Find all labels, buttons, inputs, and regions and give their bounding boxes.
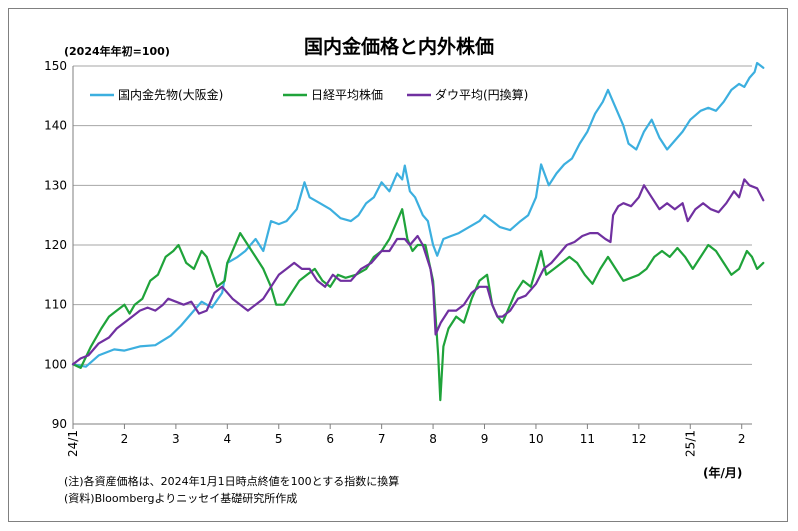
legend-label-3: ダウ平均(円換算)	[435, 87, 528, 102]
x-tick-label: 11	[580, 432, 595, 446]
footnote-method: (注)各資産価格は、2024年1月1日時点終値を100とする指数に換算	[64, 475, 400, 488]
series-line-1	[71, 61, 765, 368]
y-tick-label: 120	[44, 238, 67, 252]
legend-label-1: 国内金先物(大阪金)	[118, 87, 223, 102]
x-tick-label: 25/1	[683, 430, 697, 457]
x-axis-unit-label: (年/月)	[703, 466, 743, 480]
footnote-source: (資料)Bloombergよりニッセイ基礎研究所作成	[64, 492, 298, 505]
x-tick-label: 12	[631, 432, 646, 446]
index-base-note: (2024年年初=100)	[64, 45, 170, 58]
x-tick-label: 2	[738, 432, 746, 446]
y-tick-label: 90	[52, 417, 67, 431]
y-tick-label: 130	[44, 178, 67, 192]
y-tick-label: 110	[44, 298, 67, 312]
x-tick-label: 3	[172, 432, 180, 446]
x-tick-label: 9	[481, 432, 489, 446]
series-line-3	[71, 178, 765, 366]
chart-title: 国内金価格と内外株価	[303, 36, 494, 58]
y-tick-label: 100	[44, 357, 67, 371]
x-tick-label: 8	[429, 432, 437, 446]
x-tick-label: 4	[223, 432, 231, 446]
x-tick-label: 24/1	[66, 430, 80, 457]
legend-label-2: 日経平均株価	[311, 87, 383, 102]
x-tick-label: 10	[528, 432, 543, 446]
x-tick-label: 5	[275, 432, 283, 446]
chart-frame	[8, 8, 788, 522]
y-tick-label: 140	[44, 119, 67, 133]
y-tick-label: 150	[44, 59, 67, 73]
x-tick-label: 2	[121, 432, 129, 446]
x-tick-label: 7	[378, 432, 386, 446]
x-tick-label: 6	[326, 432, 334, 446]
